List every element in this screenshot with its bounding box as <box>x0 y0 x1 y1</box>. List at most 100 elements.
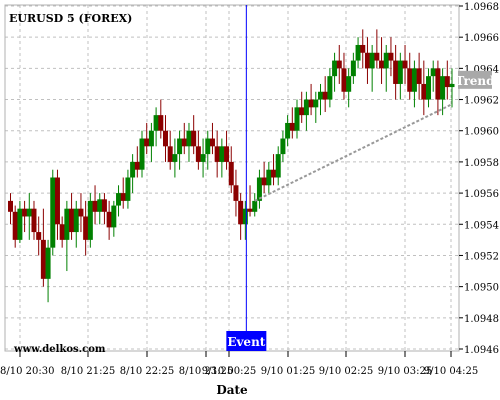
event-label-box <box>226 331 267 351</box>
candle <box>369 44 375 92</box>
candle <box>350 52 356 84</box>
candle-body <box>31 208 37 233</box>
candle-body <box>214 146 220 162</box>
x-tick-label: 8/10 23:25 <box>179 366 233 377</box>
x-tick-label: 8/10 21:25 <box>61 366 115 377</box>
candle-body <box>383 52 389 69</box>
candle-body <box>50 177 56 248</box>
candle <box>139 130 145 178</box>
candle-body <box>177 138 183 155</box>
candle-body <box>421 83 427 100</box>
y-tick-label: 1.0964 <box>464 64 499 75</box>
candle-body <box>289 122 295 131</box>
candle-body <box>167 146 173 162</box>
candle-body <box>148 130 154 147</box>
candle-body <box>247 208 253 212</box>
candle-body <box>172 154 178 162</box>
candle <box>261 161 267 194</box>
candle-body <box>205 138 211 155</box>
candle-body <box>379 60 385 69</box>
candle-body <box>209 138 215 147</box>
candle <box>313 91 319 123</box>
candle-body <box>252 200 258 212</box>
candle <box>125 169 131 209</box>
candle-body <box>388 52 394 61</box>
candle-body <box>87 200 93 240</box>
candle-body <box>186 130 192 147</box>
candle <box>191 115 197 155</box>
candle <box>120 177 126 209</box>
candle <box>388 37 394 77</box>
candle <box>247 185 253 217</box>
candle-body <box>369 52 375 69</box>
candle-body <box>36 232 42 240</box>
candle-body <box>158 115 164 131</box>
candle-body <box>8 200 13 212</box>
candle-body <box>355 44 361 61</box>
candle-body <box>111 205 117 228</box>
candle <box>158 99 164 139</box>
candle <box>214 130 220 178</box>
candle <box>256 169 262 209</box>
candle <box>449 68 455 108</box>
candle-body <box>435 68 441 100</box>
candle <box>144 122 150 155</box>
candle-body <box>294 107 300 131</box>
candle <box>341 52 347 100</box>
candle <box>402 44 408 84</box>
candle-body <box>364 52 370 69</box>
candle <box>148 122 154 162</box>
candle <box>78 193 84 233</box>
candle-body <box>233 185 239 201</box>
x-tick-label: 9/10 02:25 <box>319 366 373 377</box>
candle <box>233 169 239 217</box>
candle-body <box>69 208 75 233</box>
y-tick-label: 1.0960 <box>464 127 499 138</box>
trend-label-box <box>458 70 492 89</box>
candle-body <box>360 44 366 53</box>
candle-body <box>416 68 422 84</box>
candle-body <box>440 76 446 100</box>
y-tick-label: 1.0946 <box>464 345 499 356</box>
trend-label: Trend <box>455 74 495 88</box>
y-tick-label: 1.0968 <box>464 2 499 13</box>
candle <box>440 68 446 116</box>
candle <box>275 146 281 186</box>
candle <box>186 122 192 162</box>
y-tick-label: 1.0956 <box>464 189 499 200</box>
x-tick-label: 9/10 01:25 <box>261 366 315 377</box>
candle <box>393 44 399 100</box>
candle-body <box>402 60 408 69</box>
candle <box>87 193 93 248</box>
candle <box>346 68 352 108</box>
candle <box>209 122 215 155</box>
candle <box>45 239 51 303</box>
candle-body <box>224 146 230 162</box>
candle-body <box>195 146 201 162</box>
candle <box>200 138 206 178</box>
candle <box>153 107 159 147</box>
candle <box>360 29 366 69</box>
candle <box>303 91 309 131</box>
candle-body <box>101 199 107 212</box>
candle-body <box>350 60 356 77</box>
trend-line <box>254 103 453 202</box>
candle <box>97 193 103 225</box>
grid-lines <box>5 5 459 351</box>
candle <box>106 200 112 240</box>
y-tick-label: 1.0952 <box>464 251 499 262</box>
candle <box>205 130 211 170</box>
chart-title: EURUSD 5 (FOREX) <box>9 12 132 25</box>
candle-body <box>393 60 399 84</box>
candle-body <box>397 60 403 84</box>
candle-body <box>139 138 145 170</box>
candle <box>69 193 75 240</box>
candle-body <box>78 208 84 217</box>
candle <box>181 122 187 155</box>
candle <box>294 99 300 139</box>
candle <box>64 200 70 272</box>
candle-body <box>134 161 140 170</box>
candle-body <box>181 138 187 147</box>
candle <box>228 146 234 194</box>
